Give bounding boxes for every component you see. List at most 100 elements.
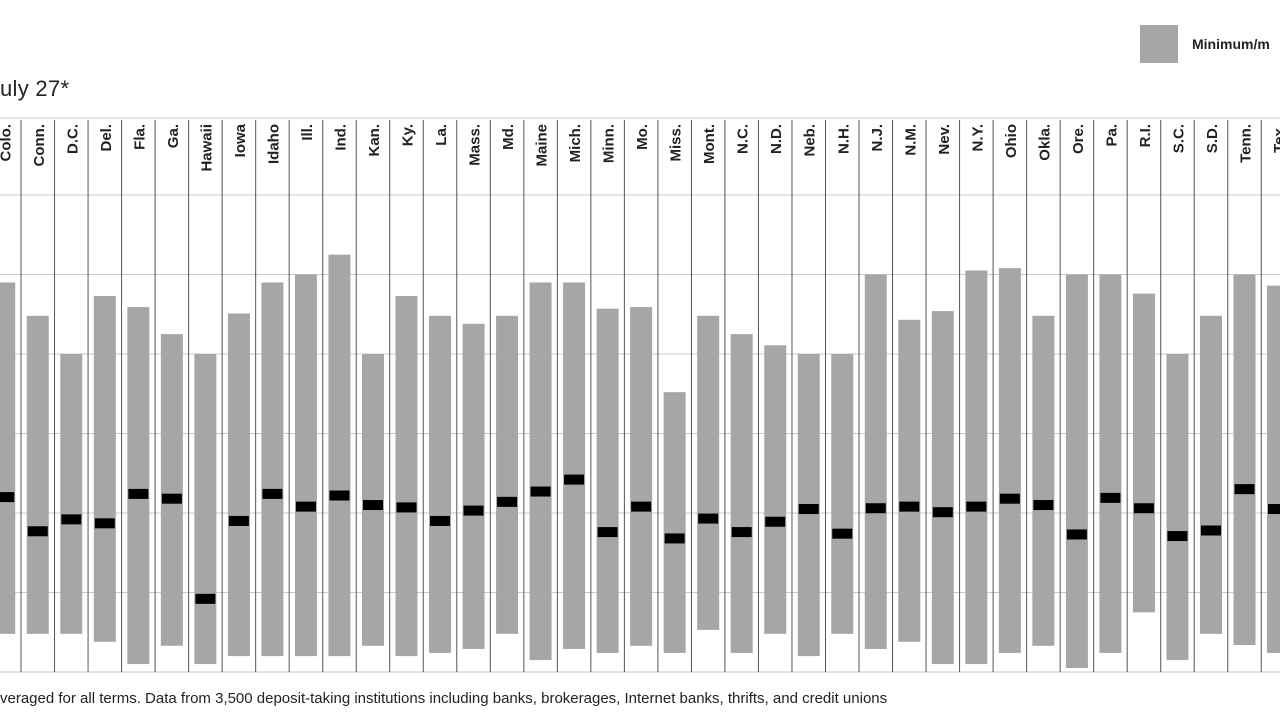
category-label: D.C. bbox=[64, 124, 81, 154]
average-marker bbox=[1033, 500, 1054, 511]
average-marker bbox=[765, 516, 786, 527]
range-bar bbox=[1032, 315, 1055, 646]
category-label: Minn. bbox=[601, 124, 618, 163]
range-bar bbox=[429, 315, 452, 653]
range-bar bbox=[764, 345, 787, 634]
average-marker bbox=[262, 488, 283, 499]
average-marker bbox=[27, 526, 48, 537]
category-label: Maine bbox=[534, 124, 551, 167]
range-bar bbox=[864, 274, 887, 649]
average-marker bbox=[195, 593, 216, 604]
average-marker bbox=[128, 488, 149, 499]
category-label: S.C. bbox=[1170, 124, 1187, 153]
range-bar bbox=[294, 274, 317, 657]
category-label: N.D. bbox=[768, 124, 785, 154]
category-label: Del. bbox=[98, 124, 115, 152]
category-label: Iowa bbox=[232, 123, 249, 157]
average-marker bbox=[731, 527, 752, 538]
column-separators bbox=[20, 120, 1262, 672]
category-label: Md. bbox=[500, 124, 517, 150]
category-label: Idaho bbox=[265, 124, 282, 164]
average-marker bbox=[1234, 484, 1255, 495]
range-bar bbox=[496, 315, 519, 634]
category-label: Kan. bbox=[366, 124, 383, 157]
average-marker bbox=[0, 492, 15, 503]
average-marker bbox=[698, 513, 719, 524]
category-label: Neb. bbox=[802, 124, 819, 157]
category-label: Ore. bbox=[1070, 124, 1087, 154]
range-bar bbox=[998, 268, 1021, 653]
average-marker bbox=[832, 528, 853, 539]
range-bar bbox=[831, 354, 854, 634]
range-bar bbox=[1065, 274, 1088, 669]
range-bars bbox=[0, 254, 1280, 669]
average-marker bbox=[497, 496, 518, 507]
range-bar bbox=[127, 307, 150, 665]
category-label: La. bbox=[433, 124, 450, 146]
legend-label: Minimum/m bbox=[1192, 36, 1270, 52]
chart-subtitle: uly 27* bbox=[0, 76, 70, 101]
average-marker bbox=[463, 505, 484, 516]
category-label: Ohio bbox=[1003, 124, 1020, 158]
average-marker bbox=[362, 500, 383, 511]
average-marker bbox=[228, 515, 249, 526]
range-bar bbox=[730, 334, 753, 653]
average-marker bbox=[1133, 503, 1154, 514]
average-marker bbox=[1268, 504, 1280, 515]
average-marker bbox=[430, 515, 451, 526]
category-label: Ill. bbox=[299, 124, 316, 141]
range-bar bbox=[60, 354, 83, 634]
average-marker bbox=[61, 514, 82, 525]
category-label: Okla. bbox=[1036, 124, 1053, 161]
range-bar bbox=[361, 354, 384, 646]
range-bar bbox=[663, 392, 686, 653]
category-label: Hawaii bbox=[198, 124, 215, 172]
range-bar bbox=[261, 282, 284, 657]
category-label: Mont. bbox=[701, 124, 718, 164]
category-label: Fla. bbox=[131, 124, 148, 150]
range-bar bbox=[596, 308, 619, 653]
category-label: S.D. bbox=[1204, 124, 1221, 153]
average-marker bbox=[1167, 531, 1188, 542]
average-marker bbox=[999, 493, 1020, 504]
category-labels: Colo. Conn. D.C. Del. Fla. Ga. Hawaii Iowa Idaho… bbox=[0, 123, 1280, 171]
average-marker bbox=[1100, 492, 1121, 503]
range-bar bbox=[395, 295, 418, 657]
category-label: Miss. bbox=[668, 124, 685, 162]
range-bar bbox=[462, 323, 485, 649]
range-bar bbox=[1099, 274, 1122, 653]
average-marker bbox=[631, 501, 652, 512]
range-bar bbox=[529, 282, 552, 661]
range-bar bbox=[26, 315, 49, 634]
average-marker bbox=[899, 501, 920, 512]
category-label: Ky. bbox=[400, 124, 417, 146]
legend: Minimum/m bbox=[1140, 24, 1270, 64]
category-label: Tex. bbox=[1271, 124, 1280, 153]
category-label: N.J. bbox=[869, 124, 886, 152]
category-label: Nev. bbox=[936, 124, 953, 155]
category-label: Tenn. bbox=[1238, 124, 1255, 163]
range-bar bbox=[563, 282, 586, 649]
average-marker bbox=[865, 503, 886, 514]
category-label: Ind. bbox=[332, 124, 349, 151]
average-marker bbox=[161, 493, 182, 504]
average-marker bbox=[664, 533, 685, 544]
category-label: N.C. bbox=[735, 124, 752, 154]
chart-footnote: veraged for all terms. Data from 3,500 d… bbox=[0, 690, 888, 707]
category-label: Mass. bbox=[467, 124, 484, 166]
range-bar bbox=[227, 313, 250, 657]
average-marker bbox=[94, 518, 115, 529]
range-bar bbox=[194, 354, 217, 665]
range-bar bbox=[0, 282, 16, 634]
range-bar bbox=[93, 295, 116, 642]
category-label: Ga. bbox=[165, 124, 182, 148]
category-label: N.Y. bbox=[969, 124, 986, 152]
category-label: Colo. bbox=[0, 124, 14, 162]
range-bar bbox=[697, 315, 720, 630]
category-label: R.I. bbox=[1137, 124, 1154, 147]
range-bar bbox=[931, 311, 954, 665]
range-bar bbox=[1166, 354, 1189, 661]
range-bar bbox=[965, 270, 988, 665]
range-bar bbox=[1267, 285, 1280, 653]
